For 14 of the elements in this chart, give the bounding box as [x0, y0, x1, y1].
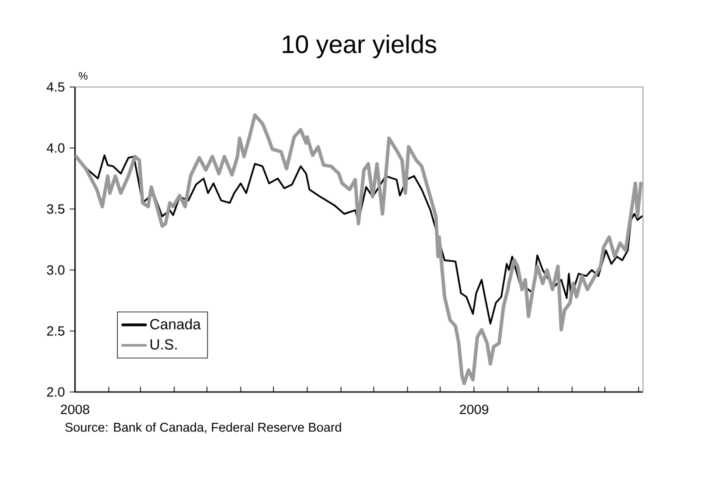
x-tick-label: 2009 — [460, 404, 488, 414]
y-tick-label: 4.0 — [46, 143, 64, 153]
y-axis-title: % — [78, 72, 88, 80]
legend-label: U.S. — [150, 339, 177, 350]
source-note: Source: Bank of Canada, Federal Reserve Board — [65, 422, 342, 434]
y-tick-label: 2.0 — [47, 387, 64, 397]
y-tick-label: 4.5 — [46, 82, 64, 92]
y-tick-label: 2.5 — [47, 326, 64, 336]
line-series — [75, 113, 643, 386]
chart-title: 10 year yields — [282, 34, 436, 58]
legend-label: Canada — [150, 318, 201, 330]
x-tick-label: 2008 — [60, 404, 90, 414]
y-tick-label: 3.5 — [46, 204, 64, 214]
y-tick-label: 3.0 — [46, 265, 64, 275]
